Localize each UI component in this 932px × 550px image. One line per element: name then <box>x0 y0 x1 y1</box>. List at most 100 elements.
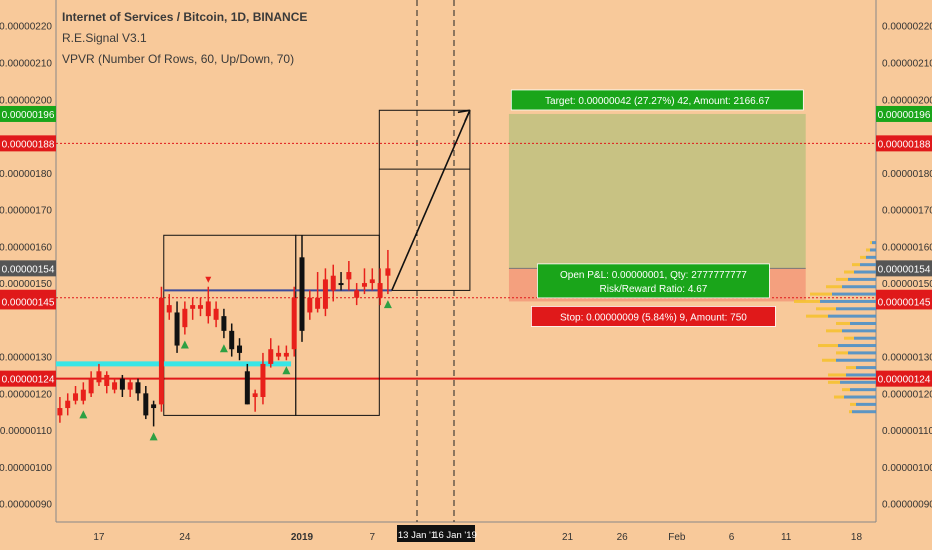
indicator-label-vpvr[interactable]: VPVR (Number Of Rows, 60, Up/Down, 70) <box>62 52 295 66</box>
y-tick-label-left: 0.00000160 <box>0 242 52 253</box>
candle-body[interactable] <box>96 371 102 383</box>
x-tick-label: 21 <box>562 532 574 543</box>
candle-body[interactable] <box>104 374 110 386</box>
candle-body[interactable] <box>190 305 196 309</box>
y-tick-label-left: 0.00000210 <box>0 58 52 69</box>
y-tick-label-left: 0.00000150 <box>0 279 52 290</box>
vpvr-bar-down <box>854 336 876 340</box>
vpvr-bar-down <box>844 395 876 399</box>
price-badge-right <box>876 293 932 310</box>
x-tick-label: 2019 <box>291 532 314 543</box>
vpvr-bar-down <box>836 307 876 311</box>
candle-body[interactable] <box>57 408 63 416</box>
vpvr-bar-up <box>860 255 866 259</box>
price-badge-left-text: 0.00000196 <box>2 110 55 121</box>
candle-body[interactable] <box>330 275 336 291</box>
candle-body[interactable] <box>322 279 328 309</box>
candle-body[interactable] <box>127 382 133 390</box>
candle-body[interactable] <box>260 363 266 398</box>
pnl-label[interactable] <box>537 263 770 299</box>
candle-body[interactable] <box>369 279 375 284</box>
date-flag <box>435 525 475 542</box>
price-badge-left <box>0 260 56 277</box>
vpvr-bar-down <box>850 388 876 392</box>
vpvr-bar-up <box>816 307 836 311</box>
target-label[interactable] <box>510 89 804 111</box>
y-tick-label-right: 0.00000160 <box>882 242 932 253</box>
vpvr-bar-up <box>826 329 842 333</box>
price-badge-left <box>0 370 56 387</box>
candle-body[interactable] <box>197 305 203 309</box>
candle-body[interactable] <box>354 290 360 298</box>
candle-body[interactable] <box>361 283 367 287</box>
candle-body[interactable] <box>291 297 297 350</box>
vpvr-bar-down <box>848 277 876 281</box>
vpvr-bar-down <box>852 410 876 414</box>
candle-body[interactable] <box>385 268 391 276</box>
date-flag-text: 13 Jan '1 <box>398 530 436 541</box>
candle-body[interactable] <box>221 316 227 331</box>
candle-body[interactable] <box>315 297 321 309</box>
candle-body[interactable] <box>174 312 180 346</box>
price-badge-right <box>876 105 932 122</box>
vpvr-bar-down <box>856 366 876 370</box>
vpvr-bar-up <box>836 351 848 355</box>
y-tick-label-right: 0.00000130 <box>882 353 932 364</box>
date-flag <box>397 525 437 542</box>
candle-body[interactable] <box>252 393 258 398</box>
candle-body[interactable] <box>73 393 79 401</box>
price-badge-right-text: 0.00000196 <box>878 110 931 121</box>
indicator-label-re-signal[interactable]: R.E.Signal V3.1 <box>62 31 147 45</box>
candle-body[interactable] <box>213 308 219 320</box>
candle-body[interactable] <box>377 283 383 298</box>
vpvr-bar-down <box>860 263 876 267</box>
candle-body[interactable] <box>166 305 172 313</box>
vpvr-bar-down <box>840 380 876 384</box>
candle-body[interactable] <box>135 382 141 394</box>
stop-label[interactable] <box>531 306 776 327</box>
y-tick-label-right: 0.00000110 <box>882 426 932 437</box>
candle-body[interactable] <box>338 283 344 286</box>
candle-body[interactable] <box>268 349 274 364</box>
candle-body[interactable] <box>65 400 71 409</box>
candle-body[interactable] <box>346 272 352 280</box>
candle-body[interactable] <box>237 345 243 353</box>
buy-signal-arrow <box>219 344 228 353</box>
price-badge-left <box>0 293 56 310</box>
chart-title: Internet of Services / Bitcoin, 1D, BINA… <box>62 10 308 24</box>
vpvr-bar-up <box>822 358 836 362</box>
candle-body[interactable] <box>119 378 125 390</box>
projection-arrow-line[interactable] <box>391 109 471 291</box>
candle-body[interactable] <box>143 393 149 416</box>
vpvr-bar-down <box>870 248 876 252</box>
buy-signal-arrow <box>282 366 291 375</box>
buy-signal-arrow <box>180 340 189 349</box>
projection-box[interactable] <box>378 109 471 291</box>
candle-body[interactable] <box>205 301 211 317</box>
pnl-label-text: Open P&L: 0.00000001, Qty: 2777777777 <box>560 270 747 281</box>
y-tick-label-right: 0.00000100 <box>882 463 932 474</box>
vpvr-bar-up <box>852 263 860 267</box>
candle-body[interactable] <box>299 257 305 331</box>
candle-body[interactable] <box>244 371 250 405</box>
candle-body[interactable] <box>229 330 235 350</box>
candle-body[interactable] <box>88 378 94 394</box>
date-flag-text: 16 Jan '19 <box>433 530 477 541</box>
candle-body[interactable] <box>283 352 289 357</box>
vpvr-bar-up <box>850 402 856 406</box>
candle-body[interactable] <box>158 297 164 405</box>
vpvr-bar-up <box>844 270 854 274</box>
candle-body[interactable] <box>182 308 188 328</box>
candle-body[interactable] <box>80 389 86 401</box>
buy-signal-arrow <box>79 410 88 419</box>
candle-body[interactable] <box>307 297 313 313</box>
stop-label-text: Stop: 0.00000009 (5.84%) 9, Amount: 750 <box>560 312 747 323</box>
candle-body[interactable] <box>276 352 282 357</box>
target-zone[interactable] <box>508 113 806 269</box>
range-box[interactable] <box>295 234 380 416</box>
vpvr-bar-up <box>866 248 870 252</box>
vpvr-bar-up <box>794 299 820 303</box>
candle-body[interactable] <box>151 404 157 409</box>
candle-body[interactable] <box>112 382 118 390</box>
